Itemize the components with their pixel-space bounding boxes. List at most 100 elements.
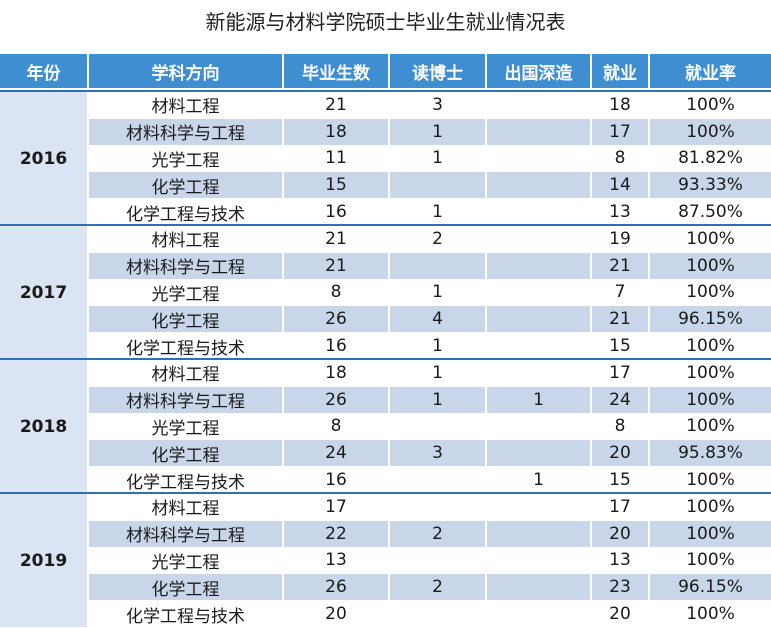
data-cell: 26 xyxy=(284,574,388,601)
data-cell xyxy=(487,306,590,333)
year-cell: 2018 xyxy=(0,360,87,493)
subject-cell: 材料科学与工程 xyxy=(89,118,282,145)
year-cell: 2016 xyxy=(0,92,87,225)
data-cell xyxy=(487,92,590,118)
title: 新能源与材料学院硕士毕业生就业情况表 xyxy=(205,10,566,34)
data-cell: 15 xyxy=(284,172,388,199)
column-header: 就业 xyxy=(592,54,648,88)
data-cell: 11 xyxy=(284,145,388,172)
data-cell: 1 xyxy=(390,145,485,172)
data-cell: 100% xyxy=(650,494,771,520)
subject-cell: 化学工程 xyxy=(89,172,282,199)
data-cell: 20 xyxy=(592,520,648,547)
data-cell: 22 xyxy=(284,520,388,547)
data-cell: 14 xyxy=(592,172,648,199)
data-cell xyxy=(390,413,485,440)
data-cell xyxy=(487,440,590,467)
subject-cell: 材料科学与工程 xyxy=(89,386,282,413)
data-cell: 17 xyxy=(284,494,388,520)
data-cell: 26 xyxy=(284,386,388,413)
column-header: 读博士 xyxy=(390,54,485,88)
subject-cell: 光学工程 xyxy=(89,547,282,574)
data-cell: 8 xyxy=(284,279,388,306)
group-separator xyxy=(0,492,771,494)
data-cell: 100% xyxy=(650,92,771,118)
subject-cell: 化学工程与技术 xyxy=(89,333,282,359)
data-cell: 100% xyxy=(650,118,771,145)
data-cell: 15 xyxy=(592,467,648,493)
data-cell: 18 xyxy=(284,360,388,386)
data-cell: 100% xyxy=(650,467,771,493)
data-cell: 24 xyxy=(284,440,388,467)
group-separator xyxy=(0,224,771,226)
subject-cell: 化学工程 xyxy=(89,306,282,333)
data-cell: 8 xyxy=(592,145,648,172)
subject-cell: 化学工程与技术 xyxy=(89,601,282,627)
subject-cell: 材料工程 xyxy=(89,226,282,252)
data-cell: 100% xyxy=(650,279,771,306)
data-cell xyxy=(487,574,590,601)
subject-cell: 化学工程与技术 xyxy=(89,467,282,493)
data-cell xyxy=(487,118,590,145)
data-cell: 1 xyxy=(487,386,590,413)
subject-cell: 材料科学与工程 xyxy=(89,520,282,547)
data-cell: 100% xyxy=(650,547,771,574)
data-cell xyxy=(487,520,590,547)
data-cell xyxy=(487,547,590,574)
data-cell xyxy=(487,413,590,440)
data-cell xyxy=(390,467,485,493)
data-cell: 100% xyxy=(650,520,771,547)
data-cell: 100% xyxy=(650,601,771,627)
data-cell: 1 xyxy=(390,333,485,359)
data-cell xyxy=(487,226,590,252)
data-cell xyxy=(487,360,590,386)
data-cell: 96.15% xyxy=(650,306,771,333)
data-cell: 2 xyxy=(390,226,485,252)
data-cell: 2 xyxy=(390,520,485,547)
data-cell: 21 xyxy=(284,226,388,252)
data-cell xyxy=(487,494,590,520)
data-cell: 1 xyxy=(390,386,485,413)
data-cell xyxy=(390,252,485,279)
subject-cell: 光学工程 xyxy=(89,279,282,306)
data-cell: 1 xyxy=(487,467,590,493)
data-cell: 13 xyxy=(592,199,648,225)
data-cell xyxy=(487,145,590,172)
data-cell: 16 xyxy=(284,199,388,225)
data-cell: 26 xyxy=(284,306,388,333)
data-cell: 7 xyxy=(592,279,648,306)
data-cell: 96.15% xyxy=(650,574,771,601)
data-cell: 4 xyxy=(390,306,485,333)
group-separator xyxy=(0,90,771,92)
subject-cell: 化学工程 xyxy=(89,574,282,601)
subject-cell: 化学工程与技术 xyxy=(89,199,282,225)
data-cell xyxy=(390,601,485,627)
data-cell: 95.83% xyxy=(650,440,771,467)
data-cell xyxy=(487,333,590,359)
data-cell: 3 xyxy=(390,440,485,467)
data-cell: 2 xyxy=(390,574,485,601)
data-cell xyxy=(390,172,485,199)
column-header: 学科方向 xyxy=(89,54,282,88)
data-cell: 21 xyxy=(284,92,388,118)
data-cell: 13 xyxy=(284,547,388,574)
data-cell xyxy=(487,279,590,306)
data-cell: 8 xyxy=(592,413,648,440)
column-header: 就业率 xyxy=(650,54,771,88)
data-cell: 20 xyxy=(592,601,648,627)
subject-cell: 光学工程 xyxy=(89,413,282,440)
data-cell: 100% xyxy=(650,413,771,440)
data-cell: 81.82% xyxy=(650,145,771,172)
data-cell: 18 xyxy=(284,118,388,145)
data-cell: 1 xyxy=(390,118,485,145)
column-header: 出国深造 xyxy=(487,54,590,88)
data-cell xyxy=(487,601,590,627)
data-cell: 1 xyxy=(390,279,485,306)
column-header: 毕业生数 xyxy=(284,54,388,88)
data-cell: 100% xyxy=(650,252,771,279)
data-cell: 16 xyxy=(284,467,388,493)
year-cell: 2019 xyxy=(0,494,87,627)
subject-cell: 材料工程 xyxy=(89,360,282,386)
data-cell: 17 xyxy=(592,494,648,520)
